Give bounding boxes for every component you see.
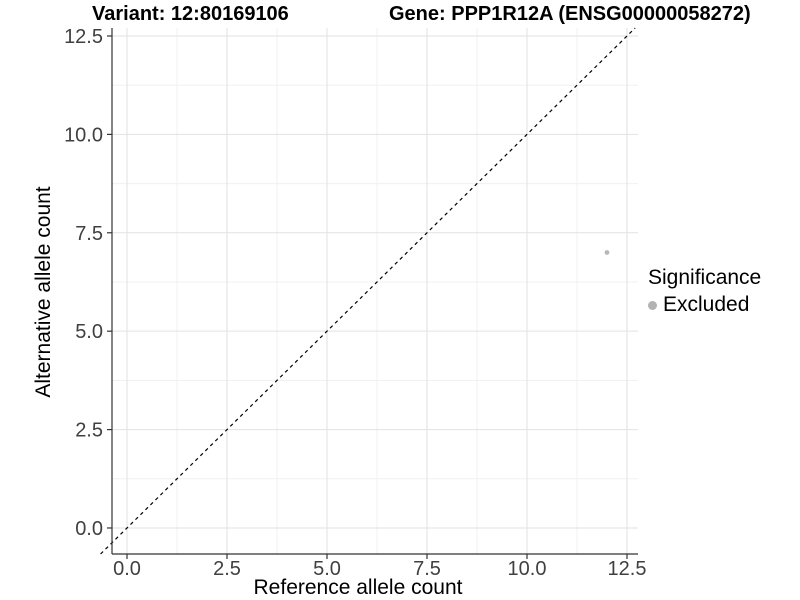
x-tick-label: 10.0	[508, 558, 547, 580]
y-axis-title: Alternative allele count	[32, 186, 55, 398]
y-tick-label: 10.0	[64, 124, 103, 146]
plot-title-variant: Variant: 12:80169106	[92, 3, 289, 25]
y-tick-label: 7.5	[75, 223, 103, 245]
identity-line	[100, 27, 636, 555]
y-tick-label: 2.5	[75, 420, 103, 442]
legend-title: Significance	[648, 266, 762, 289]
plot-title-gene: Gene: PPP1R12A (ENSG00000058272)	[389, 3, 751, 25]
legend-item-excluded: Excluded	[648, 293, 761, 317]
x-tick-label: 5.0	[313, 558, 341, 580]
y-tick-label: 12.5	[64, 26, 103, 48]
x-tick-label: 7.5	[413, 558, 441, 580]
legend-point-icon	[648, 300, 657, 310]
x-axis-title: Reference allele count	[253, 576, 463, 599]
data-point	[604, 250, 610, 255]
y-tick-label: 0.0	[75, 518, 103, 540]
legend: Significance Excluded	[648, 266, 761, 317]
y-tick-label: 5.0	[75, 321, 103, 343]
x-tick-label: 12.5	[608, 558, 647, 580]
x-tick-label: 2.5	[213, 558, 241, 580]
x-tick-label: 0.0	[113, 558, 141, 580]
legend-item-label: Excluded	[663, 293, 750, 316]
